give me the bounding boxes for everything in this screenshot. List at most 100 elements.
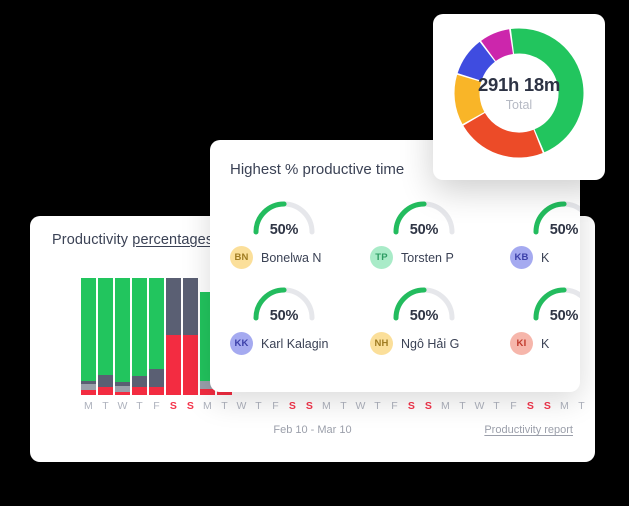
gauge-percent-value: 50% <box>549 222 579 238</box>
avatar[interactable]: KI <box>510 332 533 355</box>
person-card[interactable]: 50% NH Ngô Hải G <box>370 284 510 370</box>
donut-segment-yellow[interactable] <box>454 74 485 125</box>
productivity-gauge <box>248 284 320 324</box>
avatar[interactable]: BN <box>230 246 253 269</box>
person-identity-row: KK Karl Kalagin <box>230 332 328 355</box>
person-card[interactable]: 50% KI K <box>510 284 580 370</box>
bar-segment-neutral <box>115 382 130 386</box>
axis-day-label: S <box>407 400 416 412</box>
person-name: K <box>541 250 550 265</box>
donut-total-value: 291h 18m <box>478 74 560 95</box>
donut-segment-orange[interactable] <box>463 112 543 158</box>
axis-day-label: T <box>459 400 466 412</box>
donut-svg <box>454 28 584 158</box>
bar-segment-unproductive <box>115 391 130 395</box>
bar-segment-unproductive <box>183 335 198 395</box>
date-range-label: Feb 10 - Mar 10 <box>273 424 352 436</box>
person-identity-row: NH Ngô Hải G <box>370 332 459 355</box>
productivity-gauge <box>388 284 460 324</box>
bar-segment-neutral <box>132 376 147 387</box>
person-name: Ngô Hải G <box>401 336 460 351</box>
gauge-percent-value: 50% <box>269 222 299 238</box>
productivity-gauge <box>388 198 460 238</box>
axis-day-label: T <box>136 400 143 412</box>
gauge-percent-value: 50% <box>269 308 299 324</box>
bar-segment-neutral <box>98 375 113 387</box>
avatar[interactable]: TP <box>370 246 393 269</box>
person-identity-row: BN Bonelwa N <box>230 246 321 269</box>
person-name: K <box>541 336 550 351</box>
axis-day-label: S <box>526 400 535 412</box>
axis-day-label: W <box>236 400 247 412</box>
axis-day-label: T <box>340 400 347 412</box>
person-identity-row: TP Torsten P <box>370 246 454 269</box>
axis-day-label: S <box>186 400 195 412</box>
bar-column[interactable] <box>183 278 198 395</box>
bar-segment-unproductive <box>217 390 232 395</box>
bar-segment-unproductive <box>132 386 147 395</box>
person-identity-row: KI K <box>510 332 549 355</box>
bar-segment-neutral <box>166 278 181 336</box>
avatar[interactable]: KK <box>230 332 253 355</box>
bar-segment-neutral <box>183 278 198 336</box>
axis-day-label: S <box>169 400 178 412</box>
bar-segment-productive <box>98 278 113 376</box>
axis-day-label: S <box>424 400 433 412</box>
axis-day-label: W <box>117 400 128 412</box>
bar-segment-unreviewed <box>200 380 215 390</box>
bar-segment-unproductive <box>149 386 164 395</box>
bar-segment-productive <box>81 278 96 381</box>
bar-segment-unproductive <box>200 389 215 395</box>
bar-segment-neutral <box>81 380 96 385</box>
axis-day-label: T <box>255 400 262 412</box>
axis-day-label: W <box>474 400 485 412</box>
bar-column[interactable] <box>149 278 164 395</box>
bar-column[interactable] <box>81 278 96 395</box>
person-card[interactable]: 50% BN Bonelwa N <box>230 198 370 284</box>
bar-column[interactable] <box>98 278 113 395</box>
axis-day-label: S <box>305 400 314 412</box>
person-card[interactable]: 50% KB K <box>510 198 580 284</box>
avatar[interactable]: NH <box>370 332 393 355</box>
avatar[interactable]: KB <box>510 246 533 269</box>
axis-day-label: F <box>391 400 398 412</box>
person-card[interactable]: 50% KK Karl Kalagin <box>230 284 370 370</box>
axis-day-label: W <box>355 400 366 412</box>
axis-day-label: M <box>203 400 212 412</box>
productivity-card-title: Productivity percentages <box>52 232 213 248</box>
highest-productive-time-title: Highest % productive time <box>230 161 405 178</box>
bar-segment-unreviewed <box>115 385 130 392</box>
gauge-percent-value: 50% <box>409 222 439 238</box>
productivity-title-prefix: Productivity <box>52 232 133 248</box>
bar-segment-unproductive <box>81 390 96 395</box>
axis-day-label: M <box>560 400 569 412</box>
bar-segment-productive <box>149 278 164 370</box>
donut-segment-green[interactable] <box>510 28 584 153</box>
person-name: Torsten P <box>401 250 454 265</box>
bar-segment-productive <box>132 278 147 377</box>
bar-segment-productive <box>115 278 130 383</box>
donut-segment-magenta[interactable] <box>481 29 514 62</box>
axis-day-label: T <box>102 400 109 412</box>
axis-day-label: F <box>510 400 517 412</box>
axis-day-label: M <box>322 400 331 412</box>
donut-segment-blue[interactable] <box>457 41 496 82</box>
productivity-gauge <box>248 198 320 238</box>
axis-day-label: T <box>493 400 500 412</box>
total-time-card: 291h 18m Total <box>433 14 605 180</box>
gauge-percent-value: 50% <box>409 308 439 324</box>
productivity-report-link[interactable]: Productivity report <box>484 424 573 436</box>
bar-column[interactable] <box>115 278 130 395</box>
highest-productive-time-card: Highest % productive time 50% BN Bonelwa N… <box>210 140 580 392</box>
people-grid: 50% BN Bonelwa N 50% TP Torsten P 50% KB K 50% KK K… <box>230 198 580 370</box>
person-card[interactable]: 50% TP Torsten P <box>370 198 510 284</box>
person-identity-row: KB K <box>510 246 549 269</box>
axis-day-label: F <box>272 400 279 412</box>
bar-column[interactable] <box>166 278 181 395</box>
productivity-gauge <box>528 284 580 324</box>
person-name: Bonelwa N <box>261 250 322 265</box>
productivity-title-link[interactable]: percentages <box>132 232 214 248</box>
total-time-donut-chart: 291h 18m Total <box>452 26 586 160</box>
bar-column[interactable] <box>132 278 147 395</box>
